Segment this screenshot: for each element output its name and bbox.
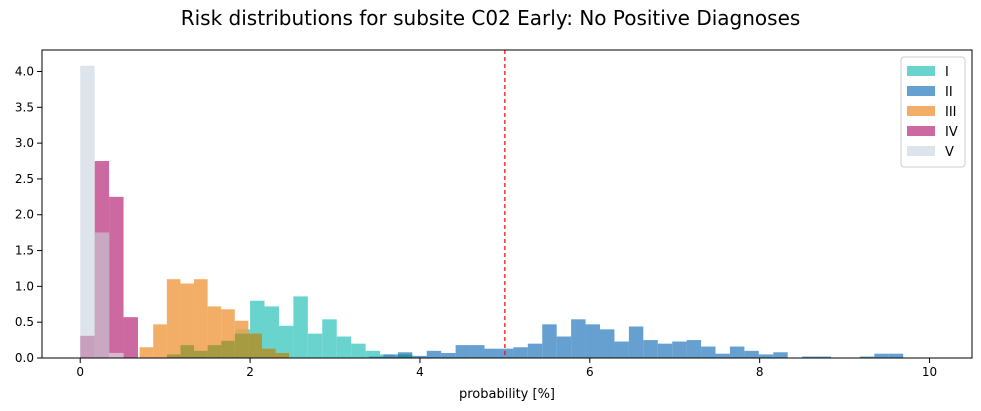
bar-I-5 <box>278 325 294 358</box>
overlap-bar-12 <box>397 354 413 358</box>
y-tick-label: 3.5 <box>15 100 34 114</box>
x-tick-label: 6 <box>586 365 594 379</box>
y-tick-label: 0.5 <box>15 315 34 329</box>
bar-II-22 <box>686 340 702 358</box>
y-tick-label: 1.5 <box>15 244 34 258</box>
bar-II-5 <box>441 352 456 358</box>
bar-II-25 <box>729 346 745 358</box>
bar-II-24 <box>715 353 730 358</box>
bar-I-9 <box>336 336 352 358</box>
bar-V-0 <box>80 65 95 358</box>
overlap-bar-6 <box>207 345 222 358</box>
bar-II-6 <box>455 345 471 358</box>
overlap-bar-8 <box>234 333 249 358</box>
bar-III-0 <box>139 347 154 358</box>
legend-label-II: II <box>945 85 953 100</box>
bar-II-32 <box>874 353 889 358</box>
overlap-bar-4 <box>180 345 195 358</box>
bar-II-20 <box>657 343 673 358</box>
bar-III-1 <box>153 324 167 358</box>
overlap-bar-2 <box>109 352 124 358</box>
x-axis-label: probability [%] <box>459 387 555 402</box>
bar-IV-2 <box>123 317 138 358</box>
bar-II-16 <box>600 329 615 358</box>
y-axis-ticks: 0.0 0.5 1.0 1.5 2.0 2.5 3.0 3.5 4.0 <box>15 64 42 365</box>
bar-I-7 <box>307 333 323 358</box>
y-tick-label: 2.0 <box>15 208 34 222</box>
bar-II-27 <box>758 354 774 358</box>
overlap-bar-10 <box>261 348 276 358</box>
histogram-overlap-bars <box>80 232 413 358</box>
legend-label-V: V <box>945 145 954 160</box>
overlap-bar-1 <box>94 232 110 358</box>
y-tick-label: 0.0 <box>15 351 34 365</box>
legend-swatch-IV <box>907 126 935 136</box>
bar-II-23 <box>701 346 716 358</box>
bar-I-10 <box>351 343 366 358</box>
bar-II-18 <box>628 326 644 358</box>
bar-II-3 <box>412 355 427 358</box>
x-tick-label: 0 <box>76 365 84 379</box>
bar-I-11 <box>365 350 381 358</box>
legend-swatch-I <box>907 66 935 76</box>
bar-III-2 <box>166 279 181 358</box>
chart-title: Risk distributions for subsite C02 Early… <box>180 6 801 30</box>
bar-II-9 <box>498 348 514 358</box>
bar-II-33 <box>888 353 904 358</box>
x-axis-ticks: 0 2 4 6 8 10 <box>76 358 937 379</box>
bar-I-8 <box>322 319 337 358</box>
bar-II-13 <box>556 336 572 358</box>
bar-II-30 <box>816 356 832 358</box>
overlap-bar-5 <box>194 350 208 358</box>
x-tick-label: 8 <box>756 365 764 379</box>
bar-II-11 <box>527 343 543 358</box>
y-tick-label: 1.0 <box>15 279 34 293</box>
overlap-bar-9 <box>248 333 262 358</box>
bar-II-17 <box>614 341 629 358</box>
x-tick-label: 10 <box>922 365 937 379</box>
overlap-bar-7 <box>221 340 235 358</box>
bar-II-4 <box>426 350 442 358</box>
legend-label-I: I <box>945 65 949 80</box>
bar-II-26 <box>744 350 759 358</box>
bar-II-21 <box>672 341 687 358</box>
legend-swatch-II <box>907 86 935 96</box>
bar-I-4 <box>264 306 279 358</box>
plot-frame <box>41 49 973 359</box>
bar-II-1 <box>383 354 398 358</box>
bar-II-8 <box>484 348 499 358</box>
bar-II-7 <box>470 345 485 358</box>
bar-II-14 <box>571 319 586 358</box>
overlap-bar-3 <box>166 354 181 358</box>
y-tick-label: 2.5 <box>15 172 34 186</box>
bar-II-0 <box>368 356 384 358</box>
bar-III-4 <box>194 279 208 358</box>
bar-IV-1 <box>109 196 124 358</box>
overlap-bar-11 <box>275 352 290 358</box>
bar-II-28 <box>773 352 788 358</box>
bar-III-3 <box>180 283 195 358</box>
x-tick-label: 2 <box>246 365 254 379</box>
bar-II-10 <box>513 347 528 358</box>
bar-I-6 <box>293 296 308 358</box>
y-tick-label: 4.0 <box>15 64 34 78</box>
legend-swatch-III <box>907 106 935 116</box>
bar-II-29 <box>802 356 817 358</box>
legend-swatch-V <box>907 146 935 156</box>
x-tick-label: 4 <box>416 365 424 379</box>
y-tick-label: 3.0 <box>15 136 34 150</box>
legend-label-IV: IV <box>945 125 958 140</box>
legend-label-III: III <box>945 105 957 120</box>
bar-II-15 <box>585 324 600 358</box>
histogram-bars <box>80 65 904 358</box>
bar-II-19 <box>643 340 658 358</box>
overlap-bar-0 <box>80 335 95 358</box>
bar-II-31 <box>859 356 875 358</box>
bar-II-12 <box>542 324 557 358</box>
